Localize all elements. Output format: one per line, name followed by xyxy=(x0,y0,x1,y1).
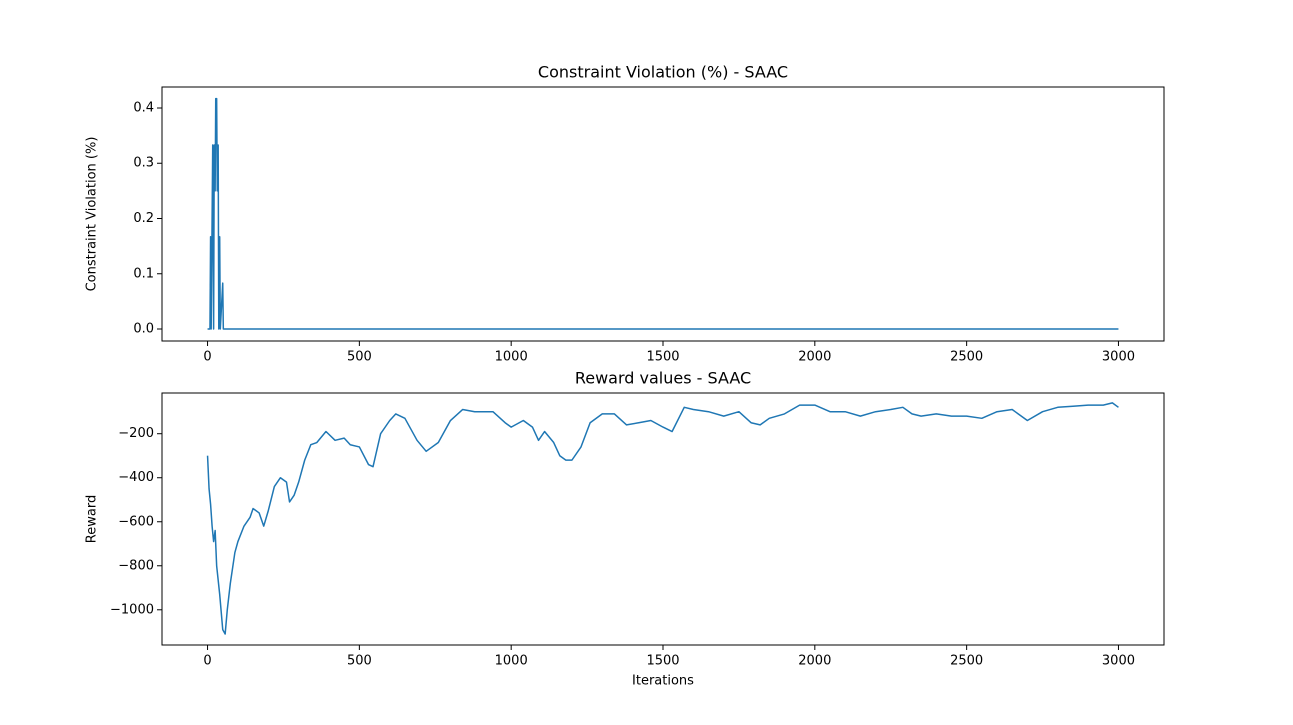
y-tick-label: 0.3 xyxy=(133,156,154,171)
axes-frame xyxy=(161,392,1165,646)
axes-frame xyxy=(161,86,1165,342)
x-tick-label: 3000 xyxy=(1102,654,1135,669)
y-tick-label: 0.0 xyxy=(133,322,154,337)
y-tick-label: −1000 xyxy=(110,602,154,617)
x-tick-label: 0 xyxy=(203,350,211,365)
x-tick-label: 2500 xyxy=(950,350,983,365)
y-axis-label: Reward xyxy=(85,495,100,543)
x-tick-label: 1000 xyxy=(495,654,528,669)
x-tick-label: 1000 xyxy=(495,350,528,365)
y-tick-label: −200 xyxy=(118,426,154,441)
x-tick-label: 1500 xyxy=(646,350,679,365)
y-tick-label: 0.1 xyxy=(133,266,154,281)
x-tick-label: 2000 xyxy=(798,654,831,669)
y-tick-label: 0.2 xyxy=(133,211,154,226)
data-line xyxy=(207,97,1119,330)
y-tick-label: −600 xyxy=(118,514,154,529)
x-tick-label: 3000 xyxy=(1102,350,1135,365)
y-tick-label: 0.4 xyxy=(133,100,154,115)
x-tick-label: 0 xyxy=(203,654,211,669)
x-tick-label: 2000 xyxy=(798,350,831,365)
y-tick-label: −800 xyxy=(118,558,154,573)
chart-title: Reward values - SAAC xyxy=(575,369,751,388)
x-tick-label: 500 xyxy=(347,350,372,365)
y-tick-label: −400 xyxy=(118,470,154,485)
x-tick-label: 1500 xyxy=(646,654,679,669)
x-axis-label: Iterations xyxy=(632,674,694,689)
x-tick-label: 2500 xyxy=(950,654,983,669)
chart-title: Constraint Violation (%) - SAAC xyxy=(538,63,788,82)
data-line xyxy=(206,402,1119,635)
x-tick-label: 500 xyxy=(347,654,372,669)
y-axis-label: Constraint Violation (%) xyxy=(85,137,100,292)
